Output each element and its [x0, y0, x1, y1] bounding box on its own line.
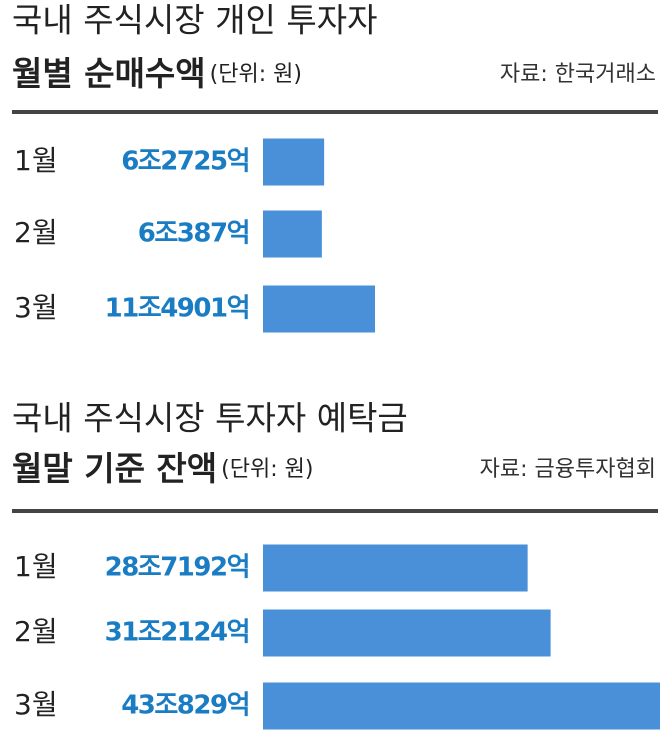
category-label: 1월 — [14, 144, 58, 177]
value-label: 6조2725억 — [121, 147, 249, 177]
value-label: 43조829억 — [121, 691, 249, 721]
source: 자료: 금융투자협회 — [480, 457, 656, 482]
category-label: 2월 — [14, 216, 58, 249]
bar — [263, 138, 325, 186]
bar — [263, 544, 528, 592]
chart-title: 국내 주식시장 투자자 예탁금 — [12, 399, 408, 438]
unit-note: (단위: 원) — [210, 62, 302, 87]
subtitle-text: 월말 기준 잔액 — [12, 449, 217, 488]
rule — [12, 509, 658, 513]
value-label: 28조7192억 — [105, 553, 249, 583]
chart-subtitle: 월말 기준 잔액 (단위: 원) — [12, 449, 313, 488]
rule — [12, 110, 658, 114]
value-label: 31조2124억 — [105, 618, 249, 648]
unit-note: (단위: 원) — [221, 457, 313, 482]
bar — [263, 210, 322, 258]
bar — [263, 609, 551, 657]
chart-title: 국내 주식시장 개인 투자자 — [12, 1, 377, 40]
bar — [263, 682, 660, 730]
category-label: 2월 — [14, 615, 58, 648]
subtitle-text: 월별 순매수액 — [12, 54, 206, 93]
chart-subtitle: 월별 순매수액 (단위: 원) — [12, 54, 302, 93]
bar — [263, 285, 375, 333]
category-label: 3월 — [14, 291, 58, 324]
source: 자료: 한국거래소 — [500, 62, 656, 87]
category-label: 3월 — [14, 688, 58, 721]
value-label: 11조4901억 — [105, 294, 249, 324]
value-label: 6조387억 — [138, 219, 249, 249]
category-label: 1월 — [14, 550, 58, 583]
